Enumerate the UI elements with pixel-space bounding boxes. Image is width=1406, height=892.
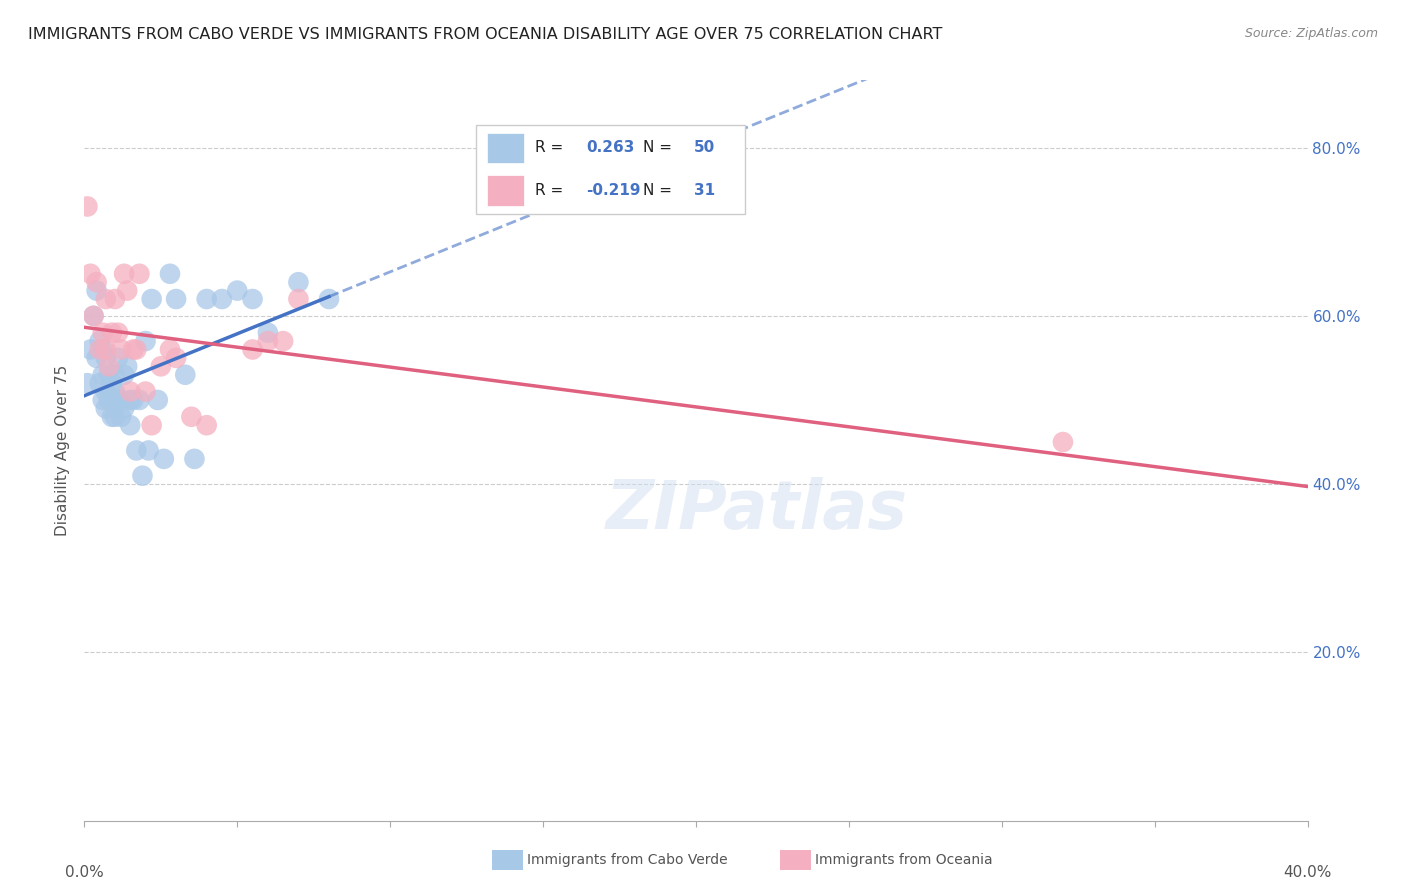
- Point: [159, 343, 181, 357]
- Point: [195, 292, 218, 306]
- Point: [107, 326, 129, 340]
- Text: 0.0%: 0.0%: [65, 865, 104, 880]
- Point: [104, 409, 127, 424]
- Point: [94, 401, 117, 416]
- Y-axis label: Disability Age Over 75: Disability Age Over 75: [55, 365, 70, 536]
- Point: [94, 351, 117, 365]
- Point: [125, 343, 148, 357]
- Point: [104, 384, 127, 399]
- Point: [242, 343, 264, 357]
- Point: [146, 392, 169, 407]
- Point: [110, 343, 132, 357]
- Point: [183, 451, 205, 466]
- Point: [120, 392, 142, 407]
- Point: [89, 376, 111, 391]
- Point: [86, 351, 108, 365]
- Point: [115, 284, 138, 298]
- Text: Immigrants from Cabo Verde: Immigrants from Cabo Verde: [527, 853, 728, 867]
- Point: [107, 351, 129, 365]
- Point: [101, 376, 124, 391]
- Point: [107, 392, 129, 407]
- Point: [91, 392, 114, 407]
- Point: [165, 351, 187, 365]
- Point: [242, 292, 264, 306]
- Point: [104, 292, 127, 306]
- Point: [76, 199, 98, 213]
- Point: [76, 376, 98, 391]
- Point: [101, 326, 124, 340]
- Point: [112, 368, 135, 382]
- Point: [94, 292, 117, 306]
- Point: [287, 292, 309, 306]
- Point: [141, 292, 163, 306]
- Point: [318, 292, 340, 306]
- Point: [91, 326, 114, 340]
- Point: [112, 267, 135, 281]
- Point: [174, 368, 197, 382]
- Point: [91, 343, 114, 357]
- Point: [135, 384, 157, 399]
- Text: 40.0%: 40.0%: [1284, 865, 1331, 880]
- Point: [180, 409, 202, 424]
- Point: [257, 334, 280, 348]
- Point: [86, 275, 108, 289]
- Point: [110, 392, 132, 407]
- Point: [211, 292, 233, 306]
- Point: [89, 343, 111, 357]
- Point: [226, 284, 249, 298]
- Point: [1052, 435, 1074, 450]
- Text: Source: ZipAtlas.com: Source: ZipAtlas.com: [1244, 27, 1378, 40]
- Point: [97, 359, 120, 374]
- Point: [135, 334, 157, 348]
- Point: [149, 359, 172, 374]
- Point: [97, 368, 120, 382]
- Point: [115, 359, 138, 374]
- Point: [91, 368, 114, 382]
- Text: ZIPatlas: ZIPatlas: [606, 476, 908, 542]
- Point: [141, 418, 163, 433]
- Point: [120, 418, 142, 433]
- Point: [125, 443, 148, 458]
- Point: [97, 392, 120, 407]
- Point: [271, 334, 294, 348]
- Point: [153, 451, 176, 466]
- Point: [89, 334, 111, 348]
- Point: [79, 267, 101, 281]
- Text: Immigrants from Oceania: Immigrants from Oceania: [815, 853, 993, 867]
- Point: [94, 343, 117, 357]
- Point: [112, 401, 135, 416]
- Point: [138, 443, 160, 458]
- Text: IMMIGRANTS FROM CABO VERDE VS IMMIGRANTS FROM OCEANIA DISABILITY AGE OVER 75 COR: IMMIGRANTS FROM CABO VERDE VS IMMIGRANTS…: [28, 27, 942, 42]
- Point: [101, 409, 124, 424]
- Point: [128, 392, 150, 407]
- Point: [257, 326, 280, 340]
- Point: [101, 392, 124, 407]
- Point: [83, 309, 105, 323]
- Point: [159, 267, 181, 281]
- Point: [83, 309, 105, 323]
- Point: [110, 409, 132, 424]
- Point: [94, 384, 117, 399]
- Point: [120, 384, 142, 399]
- Point: [104, 368, 127, 382]
- Point: [122, 343, 145, 357]
- Point: [79, 343, 101, 357]
- Point: [122, 392, 145, 407]
- Point: [165, 292, 187, 306]
- Point: [195, 418, 218, 433]
- Point: [287, 275, 309, 289]
- Point: [128, 267, 150, 281]
- Point: [131, 468, 153, 483]
- Point: [86, 284, 108, 298]
